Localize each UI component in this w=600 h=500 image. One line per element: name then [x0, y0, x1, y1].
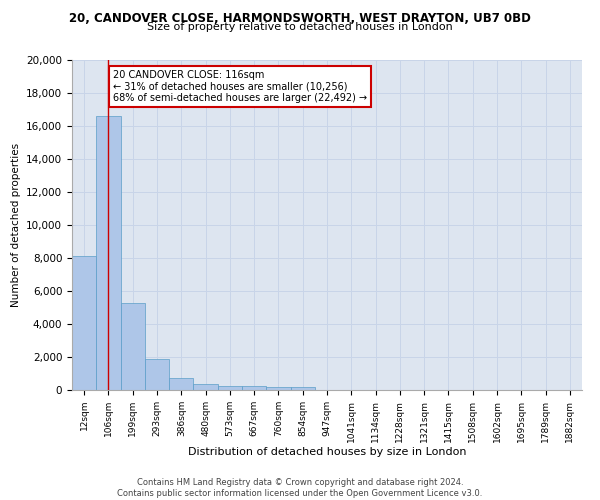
Bar: [193, 384, 218, 390]
Bar: [145, 360, 169, 390]
Bar: [242, 386, 266, 390]
Y-axis label: Number of detached properties: Number of detached properties: [11, 143, 20, 307]
Bar: [266, 387, 290, 390]
Text: 20, CANDOVER CLOSE, HARMONDSWORTH, WEST DRAYTON, UB7 0BD: 20, CANDOVER CLOSE, HARMONDSWORTH, WEST …: [69, 12, 531, 26]
X-axis label: Distribution of detached houses by size in London: Distribution of detached houses by size …: [188, 448, 466, 458]
Bar: [121, 302, 145, 390]
Text: Size of property relative to detached houses in London: Size of property relative to detached ho…: [147, 22, 453, 32]
Bar: [218, 386, 242, 390]
Bar: [169, 378, 193, 390]
Bar: [96, 116, 121, 390]
Text: 20 CANDOVER CLOSE: 116sqm
← 31% of detached houses are smaller (10,256)
68% of s: 20 CANDOVER CLOSE: 116sqm ← 31% of detac…: [113, 70, 367, 103]
Bar: [72, 256, 96, 390]
Bar: [290, 386, 315, 390]
Text: Contains HM Land Registry data © Crown copyright and database right 2024.
Contai: Contains HM Land Registry data © Crown c…: [118, 478, 482, 498]
